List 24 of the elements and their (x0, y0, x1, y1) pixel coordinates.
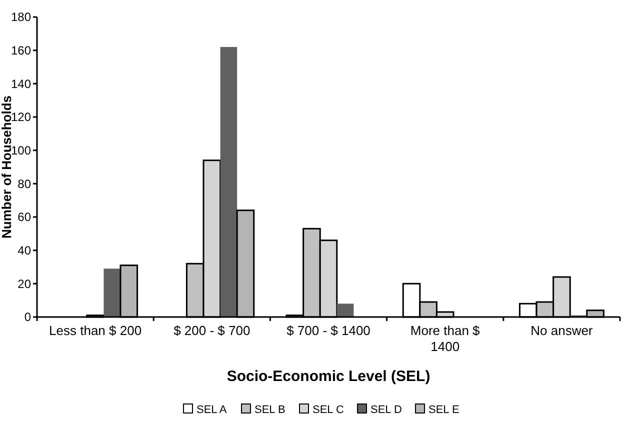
bar (336, 304, 354, 317)
y-tick-label: 60 (18, 210, 32, 224)
x-tick-label: $ 200 - $ 700 (174, 323, 250, 338)
y-tick-label: 160 (10, 44, 32, 58)
legend-label: SEL C (312, 404, 344, 416)
y-tick-label: 120 (10, 110, 32, 124)
y-tick-label: 100 (10, 144, 32, 158)
legend-label: SEL D (370, 404, 402, 416)
x-tick-label: Less than $ 200 (49, 323, 142, 338)
y-tick-label: 80 (18, 176, 32, 191)
x-tick-label: $ 700 - $ 1400 (286, 323, 370, 338)
bar (104, 268, 120, 317)
x-axis-title: Socio-Economic Level (SEL) (226, 368, 430, 385)
y-tick-label: 0 (24, 310, 32, 324)
legend-label: SEL B (254, 404, 286, 416)
legend-label: SEL A (196, 404, 228, 416)
y-tick-label: 180 (10, 10, 32, 24)
x-tick-label: More than $ 1400 (410, 323, 481, 354)
y-tick-label: 40 (18, 244, 32, 258)
y-tick-label: 140 (10, 76, 32, 91)
bar (220, 47, 238, 317)
y-tick-label: 20 (18, 276, 32, 291)
legend-label: SEL E (428, 404, 460, 416)
x-tick-label: No answer (530, 323, 594, 338)
